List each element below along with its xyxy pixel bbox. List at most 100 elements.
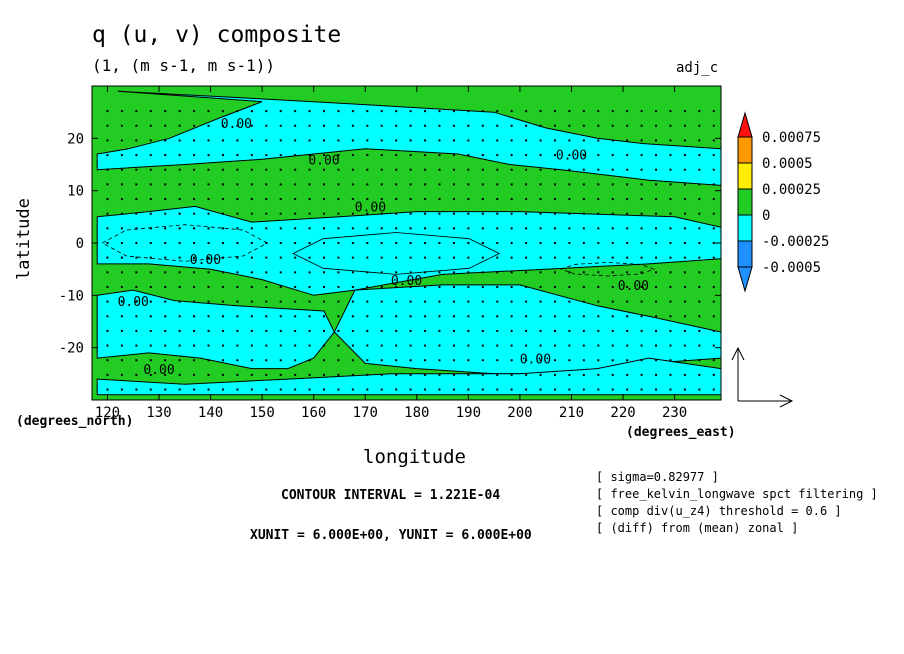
wind-vector	[149, 315, 152, 318]
wind-vector	[120, 154, 123, 157]
wind-vector	[265, 300, 268, 303]
wind-vector	[582, 168, 585, 171]
wind-vector	[366, 183, 369, 186]
wind-vector	[193, 198, 196, 201]
wind-vector	[221, 124, 224, 127]
wind-vector	[250, 359, 253, 362]
wind-vector	[308, 198, 311, 201]
wind-vector	[380, 183, 383, 186]
wind-vector	[640, 344, 643, 347]
wind-vector	[337, 329, 340, 332]
wind-vector	[582, 139, 585, 142]
wind-vector	[164, 344, 167, 347]
wind-vector	[626, 110, 629, 113]
wind-vector	[236, 300, 239, 303]
y-tick-label: 20	[67, 131, 84, 147]
wind-vector	[149, 300, 152, 303]
wind-vector	[265, 285, 268, 288]
wind-vector	[279, 285, 282, 288]
wind-vector	[582, 359, 585, 362]
wind-vector	[366, 124, 369, 127]
wind-vector	[452, 329, 455, 332]
wind-vector	[337, 388, 340, 391]
wind-vector	[568, 212, 571, 215]
wind-vector	[178, 183, 181, 186]
wind-vector	[712, 359, 715, 362]
wind-vector	[698, 154, 701, 157]
wind-vector	[279, 329, 282, 332]
wind-vector	[539, 139, 542, 142]
wind-vector	[611, 388, 614, 391]
negative-region	[96, 90, 721, 186]
wind-vector	[424, 329, 427, 332]
wind-vector	[525, 271, 528, 274]
wind-vector	[626, 139, 629, 142]
wind-vector	[207, 139, 210, 142]
wind-vector	[337, 285, 340, 288]
wind-vector	[236, 359, 239, 362]
wind-vector	[568, 285, 571, 288]
wind-vector	[120, 315, 123, 318]
wind-vector	[553, 139, 556, 142]
wind-vector	[207, 168, 210, 171]
wind-vector	[424, 285, 427, 288]
contour-label: 0.00	[355, 201, 386, 216]
wind-vector	[539, 315, 542, 318]
wind-vector	[279, 154, 282, 157]
wind-vector	[351, 315, 354, 318]
wind-vector	[568, 242, 571, 244]
wind-vector	[553, 198, 556, 201]
wind-vector	[597, 227, 600, 230]
wind-vector	[683, 344, 686, 347]
wind-vector	[250, 285, 253, 288]
wind-vector	[452, 198, 455, 201]
wind-vector	[655, 329, 658, 332]
wind-vector	[337, 168, 340, 171]
wind-vector	[481, 168, 484, 171]
wind-vector	[250, 300, 253, 303]
wind-vector	[481, 183, 484, 186]
wind-vector	[409, 154, 412, 157]
wind-vector	[597, 110, 600, 113]
wind-vector	[698, 256, 701, 259]
wind-vector	[424, 168, 427, 171]
wind-vector	[149, 242, 152, 244]
wind-vector	[380, 168, 383, 171]
wind-vector	[525, 242, 528, 244]
wind-vector	[438, 329, 441, 332]
wind-vector	[106, 168, 109, 171]
wind-vector	[597, 154, 600, 157]
wind-vector	[193, 285, 196, 288]
wind-vector	[438, 300, 441, 303]
wind-vector	[669, 124, 672, 127]
wind-vector	[553, 315, 556, 318]
wind-vector	[496, 198, 499, 201]
wind-vector	[669, 388, 672, 391]
contour-interval: CONTOUR INTERVAL = 1.221E-04	[281, 488, 501, 503]
wind-vector	[164, 388, 167, 391]
x-units-note: (degrees_north)	[16, 414, 134, 429]
wind-vector	[640, 124, 643, 127]
wind-vector	[395, 168, 398, 171]
wind-vector	[496, 300, 499, 303]
wind-vector	[395, 242, 398, 244]
wind-vector	[250, 344, 253, 347]
wind-vector	[568, 154, 571, 157]
wind-vector	[236, 227, 239, 230]
wind-vector	[135, 168, 138, 171]
wind-vector	[106, 285, 109, 288]
wind-vector	[337, 212, 340, 215]
wind-vector	[380, 212, 383, 215]
wind-vector	[236, 183, 239, 186]
wind-vector	[525, 212, 528, 215]
wind-vector	[395, 315, 398, 318]
wind-vector	[582, 344, 585, 347]
x-tick-label: 160	[301, 405, 326, 421]
wind-vector	[655, 242, 658, 244]
wind-vector	[164, 124, 167, 127]
wind-vector	[481, 300, 484, 303]
wind-vector	[149, 271, 152, 274]
wind-vector	[366, 344, 369, 347]
wind-vector	[698, 124, 701, 127]
wind-vector	[510, 315, 513, 318]
